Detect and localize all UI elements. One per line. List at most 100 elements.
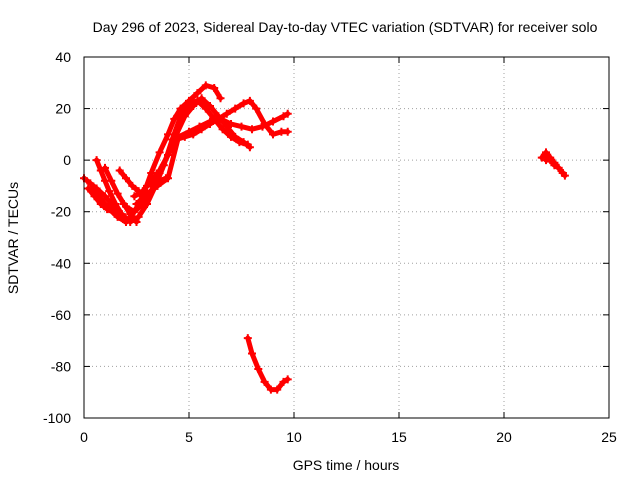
data-point: [206, 101, 214, 110]
data-point: [164, 130, 172, 139]
series-11: [243, 334, 292, 394]
data-point: [218, 125, 227, 134]
data-point: [239, 99, 248, 108]
data-point: [193, 89, 202, 98]
data-point: [546, 156, 555, 165]
grid: [84, 57, 609, 418]
data-point: [283, 127, 292, 136]
data-point: [279, 377, 288, 386]
data-point: [231, 104, 240, 113]
data-point: [206, 117, 214, 126]
data-point: [201, 104, 210, 113]
data-point: [113, 189, 122, 198]
series-10: [143, 174, 170, 190]
y-tick-label: -80: [51, 358, 71, 374]
data-point: [105, 205, 114, 214]
series-line: [245, 335, 291, 393]
data-point: [143, 189, 151, 198]
data-point: [155, 176, 164, 185]
data-point: [132, 199, 141, 208]
series-line: [119, 98, 251, 225]
x-tick-label: 0: [80, 429, 88, 445]
data-point: [170, 114, 179, 123]
x-tick-label: 25: [601, 429, 617, 445]
data-point: [231, 132, 240, 141]
data-point: [149, 179, 158, 188]
data-point: [122, 202, 130, 211]
data-point: [147, 169, 156, 178]
data-point: [130, 192, 139, 201]
data-point: [155, 148, 164, 157]
data-point: [128, 181, 137, 190]
x-axis-label: GPS time / hours: [293, 457, 400, 473]
data-point: [245, 96, 254, 105]
data-point: [248, 349, 256, 358]
data-point: [174, 132, 183, 141]
data-point: [161, 174, 170, 183]
data-point: [122, 174, 130, 183]
data-point: [101, 192, 109, 201]
data-point: [558, 169, 567, 178]
y-tick-label: 40: [55, 49, 71, 65]
data-point: [189, 101, 198, 110]
data-point: [269, 130, 277, 139]
data-point: [130, 207, 139, 216]
data-point: [216, 94, 225, 103]
data-point: [105, 187, 114, 196]
data-point: [195, 122, 204, 131]
data-point: [126, 218, 135, 227]
data-point: [111, 199, 120, 208]
axis-ticks: 0 5 10 15 20 25 -100 -80 -60 -40 -20 0 20 40: [43, 49, 617, 445]
data-point: [117, 210, 126, 219]
y-axis-label: SDTVAR / TECUs: [5, 182, 21, 294]
data-point: [248, 125, 256, 134]
data-point: [279, 112, 288, 121]
data-point: [210, 83, 219, 92]
x-tick-label: 10: [286, 429, 302, 445]
data-point: [86, 179, 95, 188]
data-point: [134, 212, 143, 221]
data-point: [101, 163, 109, 172]
data-point: [537, 153, 546, 162]
data-point: [197, 94, 206, 103]
y-tick-label: -40: [51, 255, 71, 271]
data-point: [180, 112, 189, 121]
chart-title: Day 296 of 2023, Sidereal Day-to-day VTE…: [93, 19, 598, 35]
data-point: [273, 385, 282, 394]
data-point: [254, 365, 263, 374]
y-tick-label: -20: [51, 204, 71, 220]
series-layer: [80, 81, 569, 394]
x-tick-label: 15: [391, 429, 407, 445]
plot-frame: [83, 56, 610, 419]
y-tick-label: 0: [63, 152, 71, 168]
data-point: [201, 81, 210, 90]
data-point: [216, 114, 225, 123]
data-point: [185, 99, 193, 108]
data-point: [245, 143, 254, 152]
data-point: [283, 109, 292, 118]
data-point: [283, 375, 292, 384]
data-point: [239, 138, 248, 147]
data-point: [222, 109, 231, 118]
y-tick-label: -60: [51, 307, 71, 323]
data-point: [554, 163, 563, 172]
data-point: [155, 166, 164, 175]
data-point: [164, 150, 172, 159]
y-tick-label: -100: [43, 410, 71, 426]
data-point: [143, 181, 151, 190]
data-point: [115, 166, 124, 175]
data-point: [252, 104, 261, 113]
series-line: [144, 175, 169, 189]
y-tick-label: 20: [55, 101, 71, 117]
series-13: [542, 156, 567, 178]
data-point: [227, 120, 235, 129]
data-point: [258, 122, 267, 131]
data-point: [107, 176, 116, 185]
data-point: [550, 161, 559, 170]
data-point: [542, 148, 550, 157]
data-point: [96, 194, 105, 203]
data-point: [88, 184, 97, 193]
data-point: [138, 187, 147, 196]
data-point: [237, 122, 246, 131]
